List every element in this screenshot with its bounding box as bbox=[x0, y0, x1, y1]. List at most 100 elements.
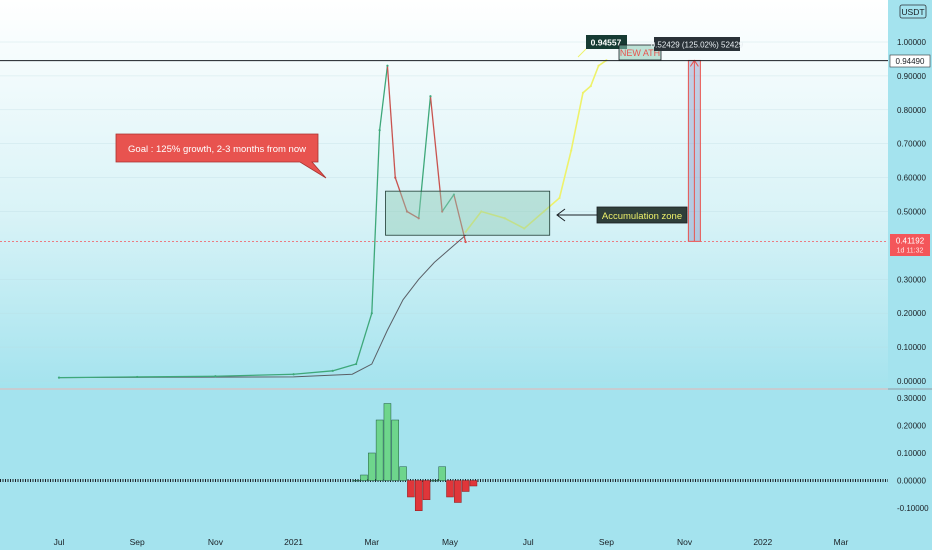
osc-bar bbox=[407, 480, 415, 498]
target-connector bbox=[577, 48, 587, 58]
high-price-tag[interactable] bbox=[889, 54, 931, 68]
price-segment bbox=[406, 210, 420, 219]
price-tick-label: 0.30000 bbox=[897, 275, 926, 284]
projection-point bbox=[464, 230, 467, 233]
projection-point bbox=[542, 210, 545, 213]
new-ath-label: NEW ATH bbox=[620, 48, 660, 58]
price-segment bbox=[58, 376, 138, 379]
price-tick-label: 0.50000 bbox=[897, 208, 926, 217]
accumulation-label-box[interactable] bbox=[596, 206, 688, 224]
price-segment bbox=[453, 194, 467, 243]
oscillator-histogram bbox=[0, 403, 888, 511]
osc-bar bbox=[352, 480, 360, 482]
new-ath-box[interactable] bbox=[618, 44, 662, 61]
price-point bbox=[405, 210, 409, 213]
accumulation-zone-rect[interactable] bbox=[385, 190, 551, 236]
osc-tick-label: 0.20000 bbox=[897, 422, 926, 431]
high-price-tag-label: 0.94490 bbox=[896, 57, 925, 66]
time-tick-label: 2022 bbox=[753, 537, 772, 547]
price-series bbox=[57, 59, 608, 379]
price-point bbox=[136, 375, 139, 379]
price-tick-label: 0.20000 bbox=[897, 309, 926, 318]
current-price-tag-label: 0.41192 bbox=[896, 237, 925, 246]
time-axis[interactable]: Jul Sep Nov 2021 Mar May Jul Sep Nov 2022 Mar bbox=[54, 537, 849, 547]
time-tick-label: Sep bbox=[599, 537, 614, 547]
price-point bbox=[452, 193, 456, 196]
price-tick-label: 0.70000 bbox=[897, 140, 926, 149]
projection-point bbox=[523, 227, 526, 230]
measure-tool[interactable] bbox=[687, 59, 701, 242]
price-segment bbox=[378, 65, 389, 131]
measure-label: 0.52429 (125.02%) 52429 bbox=[651, 41, 744, 50]
osc-bar bbox=[399, 466, 407, 481]
price-segment bbox=[418, 96, 432, 219]
price-point bbox=[331, 369, 334, 372]
osc-bar bbox=[454, 480, 462, 503]
time-tick-label: May bbox=[442, 537, 459, 547]
price-point bbox=[292, 373, 295, 376]
goal-callout[interactable] bbox=[115, 133, 327, 179]
osc-tick-label: -0.10000 bbox=[897, 504, 929, 513]
price-segment bbox=[429, 96, 443, 212]
moving-average-line bbox=[58, 234, 466, 379]
price-point bbox=[214, 375, 217, 378]
price-point bbox=[378, 129, 381, 132]
target-price-box[interactable] bbox=[586, 35, 627, 49]
price-segment bbox=[371, 130, 381, 314]
price-segment bbox=[386, 65, 396, 178]
osc-bar bbox=[383, 403, 392, 481]
moving-average-line-path bbox=[58, 234, 466, 379]
price-segment bbox=[293, 370, 333, 375]
time-tick-label: Jul bbox=[523, 537, 534, 547]
osc-tick-label: 0.10000 bbox=[897, 449, 926, 458]
osc-bar bbox=[360, 474, 368, 481]
target-price-label: 0.94557 bbox=[591, 38, 622, 48]
osc-tick-label: 0.00000 bbox=[897, 477, 926, 486]
price-segment bbox=[394, 177, 408, 212]
currency-badge[interactable] bbox=[899, 4, 927, 19]
arrow-head-icon bbox=[556, 208, 566, 222]
price-point bbox=[441, 210, 444, 213]
projection-point bbox=[570, 149, 573, 152]
price-point bbox=[370, 312, 373, 315]
osc-bar bbox=[375, 419, 384, 481]
price-point bbox=[429, 95, 432, 98]
osc-bar bbox=[446, 480, 454, 498]
price-segment bbox=[137, 375, 216, 378]
price-axis[interactable]: 1.00000 0.90000 0.80000 0.70000 0.60000 0.500… bbox=[897, 38, 926, 386]
osc-bar bbox=[391, 419, 400, 481]
price-point bbox=[417, 217, 420, 220]
measure-label-box[interactable] bbox=[654, 37, 740, 51]
oscillator-axis[interactable]: 0.30000 0.20000 0.10000 0.00000 -0.10000 bbox=[897, 394, 929, 513]
time-tick-label: Mar bbox=[834, 537, 849, 547]
osc-bar bbox=[438, 466, 446, 481]
horizontal-lines bbox=[0, 60, 888, 242]
osc-bar bbox=[422, 480, 431, 500]
price-segment bbox=[355, 313, 373, 365]
time-tick-label: Nov bbox=[208, 537, 224, 547]
projection-point bbox=[589, 84, 592, 88]
price-tick-label: 0.90000 bbox=[897, 72, 926, 81]
price-point bbox=[394, 176, 397, 179]
price-tick-label: 1.00000 bbox=[897, 38, 926, 47]
osc-bar bbox=[368, 452, 376, 481]
time-tick-label: Sep bbox=[130, 537, 145, 547]
goal-text: Goal : 125% growth, 2-3 months from now bbox=[128, 144, 306, 155]
osc-bar bbox=[469, 480, 478, 487]
osc-bar bbox=[461, 480, 470, 492]
projection-point bbox=[480, 210, 483, 213]
price-tick-label: 0.60000 bbox=[897, 174, 926, 183]
price-tick-label: 0.80000 bbox=[897, 106, 926, 115]
current-price-countdown: 1d 11:32 bbox=[897, 248, 924, 255]
time-tick-label: Mar bbox=[364, 537, 379, 547]
oscillator-pane-background bbox=[0, 390, 888, 532]
projection-point bbox=[503, 217, 506, 220]
current-price-tag[interactable] bbox=[890, 234, 930, 256]
price-segment bbox=[332, 363, 357, 372]
time-tick-label: Jul bbox=[54, 537, 65, 547]
projection-point bbox=[597, 64, 600, 67]
price-segment bbox=[215, 373, 294, 377]
osc-bar bbox=[430, 480, 439, 482]
